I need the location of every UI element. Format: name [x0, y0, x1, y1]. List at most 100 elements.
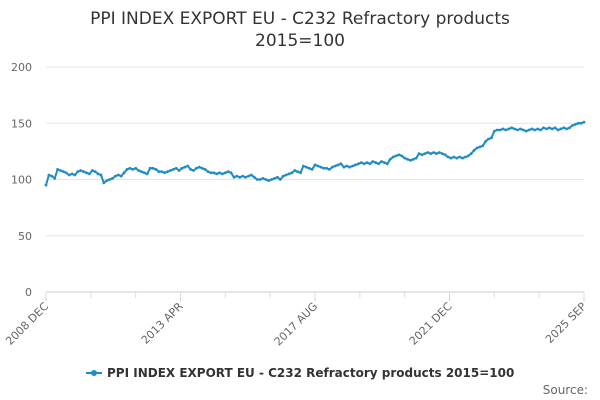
- data-point[interactable]: [276, 175, 279, 179]
- data-point[interactable]: [235, 174, 239, 178]
- data-point[interactable]: [299, 171, 302, 175]
- data-point[interactable]: [357, 162, 360, 166]
- data-point[interactable]: [443, 153, 447, 157]
- data-point[interactable]: [568, 126, 571, 130]
- data-point[interactable]: [510, 126, 514, 130]
- data-point[interactable]: [322, 166, 326, 170]
- data-point[interactable]: [56, 168, 59, 171]
- data-point[interactable]: [221, 172, 224, 176]
- data-point[interactable]: [383, 161, 386, 165]
- data-point[interactable]: [325, 166, 328, 170]
- data-point[interactable]: [446, 155, 450, 159]
- data-point[interactable]: [423, 152, 427, 156]
- data-point[interactable]: [388, 157, 392, 161]
- data-point[interactable]: [501, 127, 505, 131]
- data-point[interactable]: [365, 161, 369, 165]
- data-point[interactable]: [67, 173, 71, 177]
- data-point[interactable]: [411, 157, 415, 161]
- data-point[interactable]: [316, 164, 320, 168]
- data-point[interactable]: [197, 165, 201, 169]
- data-point[interactable]: [128, 166, 132, 170]
- data-point[interactable]: [125, 168, 129, 171]
- data-point[interactable]: [264, 178, 268, 181]
- data-point[interactable]: [371, 160, 375, 163]
- data-point[interactable]: [163, 171, 167, 175]
- data-point[interactable]: [582, 120, 586, 124]
- data-point[interactable]: [137, 169, 141, 172]
- data-point[interactable]: [64, 171, 68, 175]
- data-point[interactable]: [304, 165, 308, 169]
- data-point[interactable]: [432, 151, 435, 154]
- data-point[interactable]: [492, 129, 496, 133]
- data-point[interactable]: [571, 124, 574, 127]
- data-point[interactable]: [209, 171, 213, 175]
- data-point[interactable]: [348, 165, 352, 169]
- data-point[interactable]: [258, 178, 262, 181]
- data-point[interactable]: [565, 127, 568, 131]
- data-point[interactable]: [429, 152, 433, 156]
- source-credit[interactable]: Source:: [543, 383, 588, 397]
- data-point[interactable]: [85, 171, 88, 175]
- data-point[interactable]: [215, 172, 219, 176]
- data-point[interactable]: [368, 162, 372, 166]
- data-point[interactable]: [536, 127, 540, 131]
- data-point[interactable]: [579, 121, 583, 125]
- data-point[interactable]: [307, 166, 311, 170]
- data-point[interactable]: [247, 174, 250, 178]
- data-point[interactable]: [290, 171, 294, 175]
- data-point[interactable]: [252, 175, 256, 179]
- data-point[interactable]: [145, 172, 149, 176]
- data-point[interactable]: [122, 171, 126, 175]
- data-point[interactable]: [331, 165, 334, 169]
- data-point[interactable]: [296, 170, 299, 174]
- data-point[interactable]: [576, 121, 580, 125]
- data-point[interactable]: [374, 161, 378, 165]
- data-point[interactable]: [206, 170, 210, 174]
- data-point[interactable]: [403, 156, 407, 160]
- data-point[interactable]: [267, 179, 271, 183]
- data-point[interactable]: [192, 169, 195, 172]
- data-point[interactable]: [475, 146, 479, 150]
- data-point[interactable]: [550, 127, 554, 131]
- data-point[interactable]: [333, 164, 337, 168]
- data-point[interactable]: [397, 153, 401, 157]
- data-point[interactable]: [203, 168, 207, 171]
- data-point[interactable]: [229, 171, 233, 175]
- data-point[interactable]: [519, 127, 522, 131]
- data-point[interactable]: [328, 168, 331, 171]
- data-point[interactable]: [174, 166, 178, 170]
- data-point[interactable]: [362, 162, 366, 166]
- data-point[interactable]: [490, 136, 493, 140]
- data-point[interactable]: [530, 127, 534, 131]
- data-point[interactable]: [302, 164, 305, 168]
- data-point[interactable]: [160, 170, 164, 174]
- data-point[interactable]: [438, 151, 441, 154]
- data-point[interactable]: [469, 152, 473, 156]
- data-point[interactable]: [310, 168, 314, 171]
- data-point[interactable]: [521, 128, 525, 132]
- data-point[interactable]: [351, 164, 354, 168]
- data-point[interactable]: [559, 127, 563, 131]
- legend[interactable]: PPI INDEX EXPORT EU - C232 Refractory pr…: [86, 366, 514, 380]
- data-point[interactable]: [556, 128, 560, 132]
- data-point[interactable]: [455, 156, 459, 160]
- data-point[interactable]: [409, 159, 412, 162]
- data-point[interactable]: [195, 166, 198, 170]
- data-point[interactable]: [527, 128, 531, 132]
- data-point[interactable]: [342, 165, 346, 169]
- data-point[interactable]: [116, 173, 120, 177]
- data-point[interactable]: [406, 157, 409, 161]
- data-point[interactable]: [134, 166, 138, 170]
- data-point[interactable]: [119, 174, 123, 178]
- data-point[interactable]: [218, 171, 221, 175]
- data-point[interactable]: [498, 128, 502, 132]
- data-point[interactable]: [70, 172, 74, 176]
- data-point[interactable]: [76, 170, 80, 174]
- data-point[interactable]: [458, 155, 461, 159]
- data-point[interactable]: [420, 153, 424, 157]
- data-point[interactable]: [287, 172, 291, 176]
- data-point[interactable]: [380, 160, 383, 163]
- data-point[interactable]: [426, 151, 430, 154]
- data-point[interactable]: [79, 169, 83, 172]
- data-point[interactable]: [270, 178, 273, 181]
